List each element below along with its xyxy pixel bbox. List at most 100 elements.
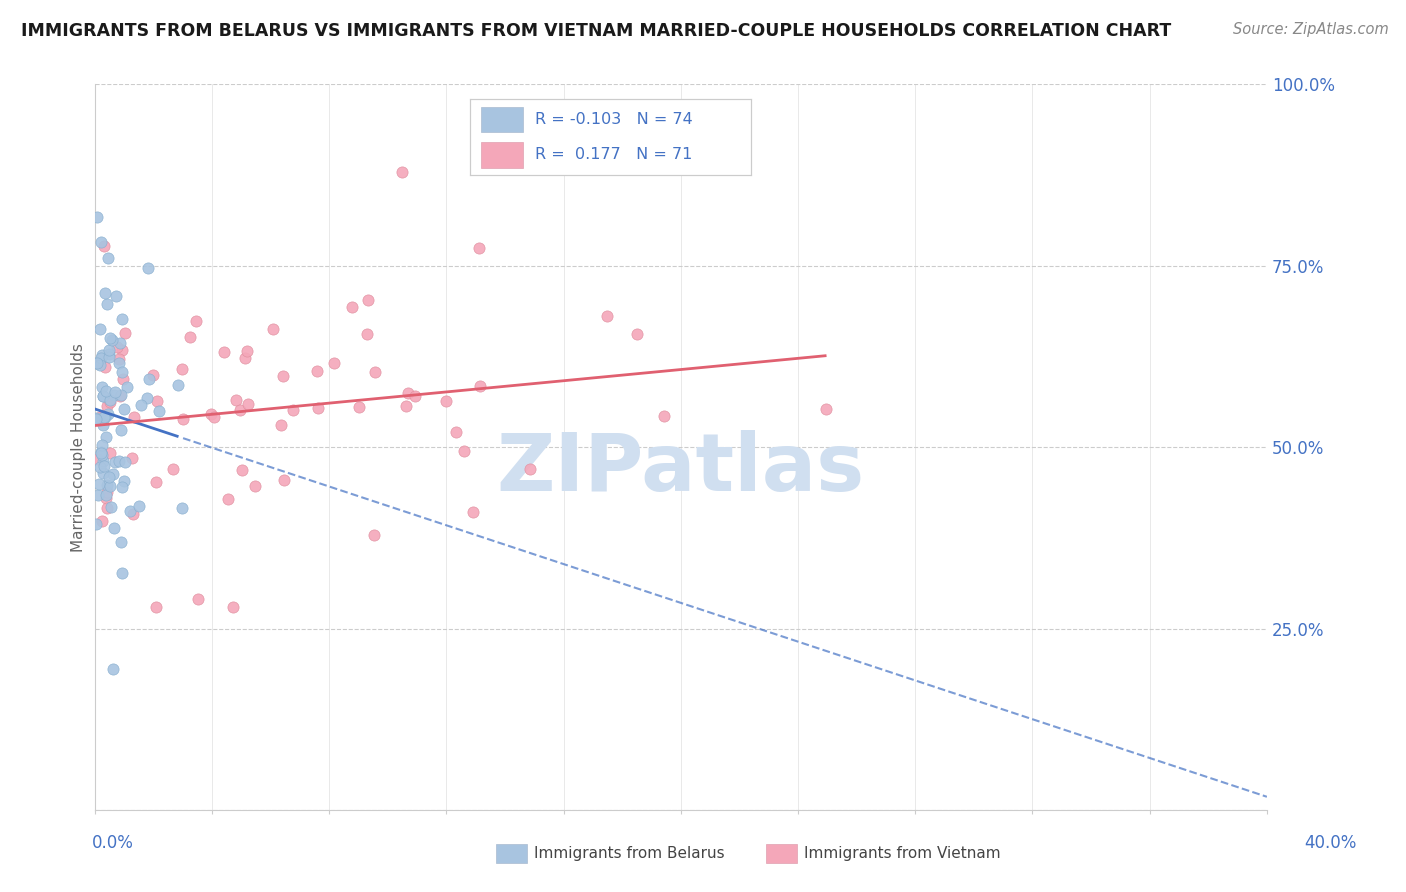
Point [93,239,115,253]
Point [122,409,145,424]
Point [91,389,114,403]
Point [444,425,467,439]
Point [142,368,165,382]
Point [89,409,111,424]
Point [202,410,225,425]
Point [138,371,160,385]
Point [236,397,259,411]
Point [84,412,107,426]
Point [652,409,675,424]
Point [111,365,134,379]
Point [172,411,194,425]
Point [170,362,193,376]
Point [463,504,485,518]
Point [468,379,491,393]
Point [103,521,125,535]
Point [108,356,131,370]
Point [108,389,131,403]
Point [391,164,413,178]
Point [93,409,115,424]
Point [111,479,134,493]
Point [96,488,118,502]
Point [225,392,247,407]
Point [94,286,117,301]
Point [112,372,135,386]
Text: ZIPatlas: ZIPatlas [496,430,865,508]
Point [148,404,170,418]
Point [235,351,257,365]
Point [364,365,387,379]
Point [100,333,122,347]
Point [111,566,134,580]
Point [89,322,111,336]
Text: Source: ZipAtlas.com: Source: ZipAtlas.com [1233,22,1389,37]
Point [323,356,346,370]
Point [96,485,118,500]
Point [108,336,131,351]
Point [396,386,419,401]
Point [90,514,112,528]
Point [357,293,380,307]
Point [815,402,838,417]
Point [90,445,112,459]
Point [519,462,541,476]
Point [236,344,259,359]
Point [136,391,159,405]
Point [104,455,127,469]
Point [626,326,648,341]
Point [228,403,250,417]
Point [103,388,125,402]
Point [212,345,235,359]
Point [96,500,118,515]
Point [91,380,114,394]
Point [101,662,124,676]
Point [120,503,142,517]
Point [128,499,150,513]
Point [84,411,107,425]
Point [96,477,118,491]
Text: Immigrants from Vietnam: Immigrants from Vietnam [804,847,1001,861]
Point [91,448,114,462]
Point [97,408,120,422]
Point [91,388,114,402]
Point [340,300,363,314]
Point [103,467,125,482]
Point [105,340,128,354]
Point [90,351,112,366]
Point [91,453,114,467]
Point [394,399,416,413]
Point [104,288,127,302]
Point [110,388,132,402]
Point [179,330,201,344]
Point [468,241,491,255]
Point [187,592,209,607]
Point [270,418,292,433]
Point [98,331,121,345]
Point [262,322,284,336]
Point [111,312,134,326]
Point [104,385,127,400]
Point [271,369,294,384]
Point [86,451,108,466]
Point [108,352,131,367]
Point [94,430,117,444]
Point [90,235,112,249]
Point [94,491,117,506]
Point [91,466,114,480]
Point [94,410,117,425]
Point [145,600,167,615]
Point [121,450,143,465]
Point [307,401,329,415]
Point [596,309,619,323]
Point [112,401,135,416]
Point [453,444,475,458]
Point [122,507,145,521]
Point [87,476,110,491]
Text: 40.0%: 40.0% [1305,834,1357,852]
Point [93,458,115,473]
Text: 0.0%: 0.0% [91,834,134,852]
Point [87,488,110,502]
Point [110,534,132,549]
Point [231,463,253,477]
Point [273,473,295,487]
